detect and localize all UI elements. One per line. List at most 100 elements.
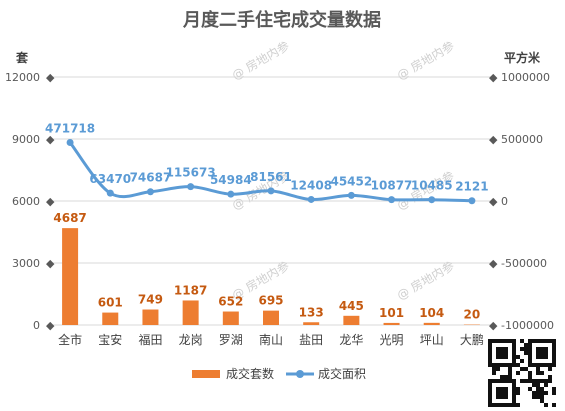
qr-module — [536, 347, 540, 351]
left-tick-label: 6000 — [12, 195, 40, 208]
bar-series — [62, 228, 480, 325]
line-value-label: 45452 — [330, 174, 372, 188]
bar-value-label: 104 — [419, 306, 444, 320]
bar-value-label: 1187 — [174, 283, 207, 297]
legend-bar-swatch — [192, 370, 220, 378]
qr-module — [552, 391, 556, 395]
qr-module — [536, 355, 540, 359]
line-value-label: 12408 — [290, 178, 332, 192]
bar-福田 — [142, 309, 159, 325]
line-point-宝安 — [106, 189, 114, 197]
qr-module — [488, 343, 492, 347]
qr-module — [536, 363, 540, 367]
category-label: 南山 — [259, 332, 283, 347]
line-point-全市 — [66, 139, 74, 147]
qr-module — [532, 379, 536, 383]
line-value-label: 10877 — [371, 179, 413, 193]
line-point-盐田 — [307, 195, 315, 203]
category-label: 龙华 — [339, 333, 363, 347]
bar-宝安 — [102, 312, 119, 325]
qr-module — [508, 367, 512, 371]
qr-module — [512, 387, 516, 391]
qr-code — [486, 337, 558, 409]
qr-module — [496, 387, 500, 391]
qr-module — [540, 363, 544, 367]
qr-module — [504, 351, 508, 355]
qr-module — [496, 355, 500, 359]
qr-module — [540, 399, 544, 403]
qr-module — [536, 387, 540, 391]
qr-module — [500, 351, 504, 355]
qr-module — [512, 403, 516, 407]
bar-龙岗 — [182, 300, 199, 325]
qr-module — [500, 395, 504, 399]
category-label: 盐田 — [299, 333, 323, 347]
left-tick-label: 3000 — [12, 257, 40, 270]
qr-module — [552, 343, 556, 347]
qr-module — [512, 355, 516, 359]
watermark-text-1: @ 房地内参 — [394, 38, 457, 83]
qr-module — [552, 387, 556, 391]
qr-module — [488, 403, 492, 407]
qr-module — [516, 371, 520, 375]
line-value-label: 2121 — [455, 180, 488, 194]
bar-罗湖 — [222, 311, 239, 325]
legend-line-marker — [296, 370, 304, 378]
bar-value-label: 20 — [464, 308, 481, 322]
qr-module — [528, 387, 532, 391]
qr-module — [532, 391, 536, 395]
qr-module — [528, 379, 532, 383]
qr-module — [528, 359, 532, 363]
qr-module — [500, 363, 504, 367]
qr-module — [540, 371, 544, 375]
qr-module — [528, 375, 532, 379]
qr-module — [520, 379, 524, 383]
qr-module — [540, 339, 544, 343]
line-point-光明 — [388, 196, 396, 204]
right-tick-label: -1000000 — [501, 319, 554, 332]
qr-module — [488, 355, 492, 359]
qr-module — [520, 359, 524, 363]
qr-module — [504, 363, 508, 367]
qr-module — [552, 347, 556, 351]
qr-module — [540, 347, 544, 351]
qr-module — [536, 351, 540, 355]
qr-module — [528, 371, 532, 375]
watermark-text-5: @ 房地内参 — [394, 258, 457, 303]
qr-module — [544, 383, 548, 387]
qr-module — [488, 395, 492, 399]
line-value-label: 54984 — [210, 173, 252, 187]
left-axis-unit: 套 — [15, 50, 29, 65]
qr-module — [536, 371, 540, 375]
qr-module — [544, 347, 548, 351]
qr-module — [500, 355, 504, 359]
qr-module — [544, 403, 548, 407]
bar-value-label: 601 — [98, 296, 123, 310]
left-tick-marker: ◆ — [46, 133, 55, 146]
qr-module — [504, 339, 508, 343]
bar-坪山 — [423, 322, 440, 325]
right-axis-unit: 平方米 — [504, 50, 541, 65]
qr-module — [488, 391, 492, 395]
right-tick-marker: ◆ — [489, 257, 498, 270]
qr-module — [516, 363, 520, 367]
gridlines — [50, 76, 492, 326]
line-value-label: 471718 — [45, 122, 95, 136]
qr-module — [488, 387, 492, 391]
category-label: 宝安 — [98, 332, 122, 347]
left-tick-marker: ◆ — [46, 319, 55, 332]
qr-module — [508, 363, 512, 367]
qr-module — [536, 339, 540, 343]
qr-module — [552, 351, 556, 355]
bar-全市 — [62, 228, 79, 325]
qr-module — [508, 403, 512, 407]
qr-module — [512, 399, 516, 403]
qr-module — [512, 379, 516, 383]
line-point-罗湖 — [227, 190, 235, 198]
qr-module — [504, 379, 508, 383]
line-point-南山 — [267, 187, 275, 195]
qr-module — [500, 347, 504, 351]
qr-module — [504, 403, 508, 407]
qr-module — [536, 379, 540, 383]
qr-module — [488, 339, 492, 343]
